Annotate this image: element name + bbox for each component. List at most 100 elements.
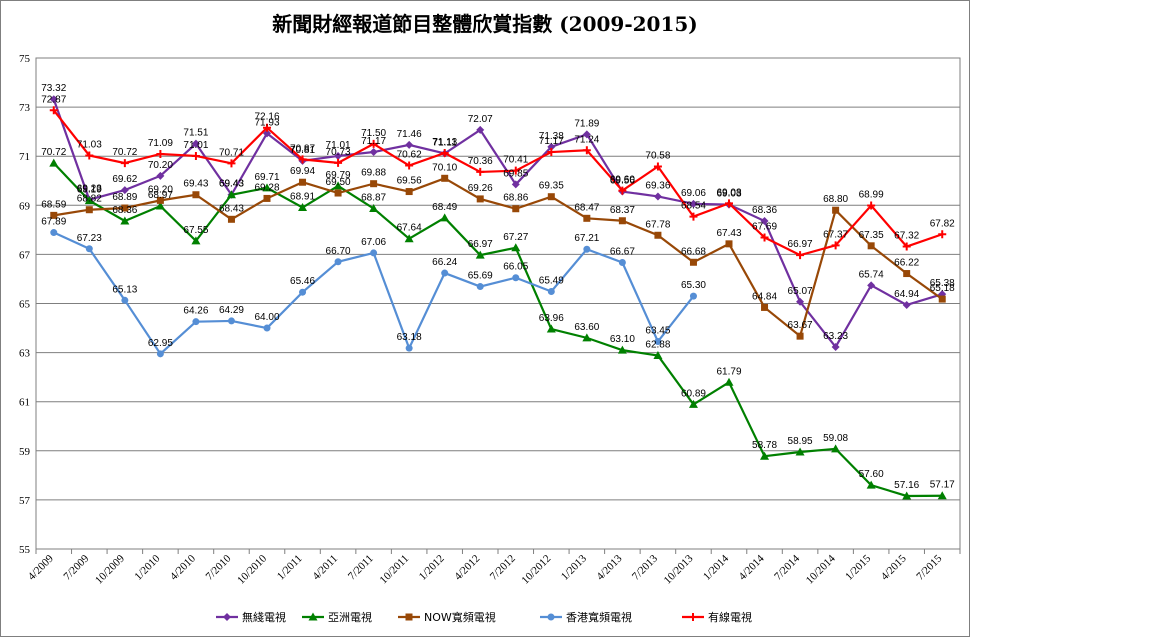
data-label: 70.20 bbox=[148, 160, 173, 171]
marker-circle bbox=[263, 324, 271, 332]
x-tick-label: 10/2014 bbox=[804, 552, 838, 586]
data-label: 69.56 bbox=[397, 176, 422, 187]
marker-circle bbox=[618, 259, 626, 267]
marker-diamond bbox=[223, 613, 231, 621]
marker-square bbox=[405, 613, 413, 621]
marker-square bbox=[547, 193, 555, 201]
data-label: 63.67 bbox=[788, 320, 813, 331]
data-label: 68.80 bbox=[823, 194, 848, 205]
x-tick-label: 1/2015 bbox=[843, 552, 873, 582]
data-label: 65.30 bbox=[681, 280, 706, 291]
marker-square bbox=[121, 204, 129, 212]
data-label: 69.20 bbox=[148, 184, 173, 195]
data-label: 66.97 bbox=[788, 239, 813, 250]
marker-triangle bbox=[653, 351, 663, 360]
x-tick-label: 10/2010 bbox=[235, 552, 269, 586]
data-label: 70.10 bbox=[432, 162, 457, 173]
data-label: 68.59 bbox=[41, 199, 66, 210]
x-tick-label: 1/2014 bbox=[701, 552, 731, 582]
data-label: 57.16 bbox=[894, 480, 919, 491]
marker-cross bbox=[263, 123, 271, 132]
data-label: 65.18 bbox=[930, 283, 955, 294]
data-label: 67.37 bbox=[823, 229, 848, 240]
marker-diamond bbox=[902, 300, 911, 309]
data-label: 58.95 bbox=[788, 436, 813, 447]
marker-triangle bbox=[760, 451, 770, 460]
series-line bbox=[52, 162, 943, 498]
data-label: 68.82 bbox=[77, 194, 102, 205]
marker-triangle bbox=[795, 447, 805, 456]
y-tick-label: 71 bbox=[19, 151, 30, 163]
marker-diamond bbox=[760, 217, 769, 226]
data-label: 72.87 bbox=[41, 94, 66, 105]
data-label: 71.93 bbox=[254, 117, 279, 128]
marker-circle bbox=[583, 245, 591, 253]
data-label: 67.64 bbox=[397, 223, 422, 234]
data-label: 65.13 bbox=[112, 284, 137, 295]
data-label: 68.36 bbox=[752, 205, 777, 216]
marker-square bbox=[50, 211, 58, 219]
marker-cross bbox=[156, 149, 165, 158]
data-label: 70.58 bbox=[645, 151, 670, 162]
marker-circle bbox=[334, 258, 342, 266]
data-label: 68.43 bbox=[219, 203, 244, 214]
data-label: 67.35 bbox=[859, 230, 884, 241]
data-label: 64.84 bbox=[752, 291, 777, 302]
marker-cross bbox=[618, 186, 627, 195]
x-tick-label: 7/2014 bbox=[772, 552, 802, 582]
marker-diamond bbox=[263, 129, 271, 138]
marker-cross bbox=[85, 151, 94, 160]
marker-cross bbox=[191, 151, 200, 160]
marker-cross bbox=[440, 149, 449, 158]
marker-cross bbox=[689, 212, 698, 221]
x-tick-label: 1/2012 bbox=[417, 553, 447, 583]
data-label: 65.69 bbox=[468, 271, 493, 282]
data-label: 69.94 bbox=[290, 166, 315, 177]
data-label: 67.55 bbox=[183, 225, 208, 236]
marker-triangle bbox=[440, 213, 450, 222]
marker-square bbox=[512, 205, 520, 213]
x-tick-label: 4/2010 bbox=[168, 552, 198, 582]
marker-triangle bbox=[902, 491, 912, 500]
data-label: 61.79 bbox=[716, 366, 741, 377]
data-label: 65.07 bbox=[788, 286, 813, 297]
data-label: 71.46 bbox=[397, 129, 422, 140]
x-tick-label: 1/2011 bbox=[275, 553, 305, 583]
data-label: 69.79 bbox=[326, 170, 351, 181]
data-label: 67.27 bbox=[503, 232, 528, 243]
data-label: 71.50 bbox=[361, 128, 386, 139]
data-label: 70.41 bbox=[503, 155, 528, 166]
x-tick-label: 7/2009 bbox=[61, 552, 91, 582]
data-label: 69.43 bbox=[183, 179, 208, 190]
data-label: 66.05 bbox=[503, 262, 528, 273]
y-tick-label: 55 bbox=[19, 544, 31, 556]
data-label: 69.19 bbox=[77, 185, 102, 196]
data-label: 71.01 bbox=[183, 140, 208, 151]
data-label: 69.03 bbox=[716, 189, 741, 200]
data-label: 68.47 bbox=[574, 202, 599, 213]
marker-square bbox=[156, 196, 164, 204]
data-label: 68.54 bbox=[681, 201, 706, 212]
data-label: 67.06 bbox=[361, 237, 386, 248]
marker-diamond bbox=[867, 281, 876, 290]
marker-cross bbox=[120, 159, 129, 168]
marker-triangle bbox=[155, 201, 165, 210]
marker-triangle bbox=[404, 234, 414, 243]
marker-circle bbox=[85, 245, 93, 253]
data-label: 70.62 bbox=[397, 150, 422, 161]
data-label: 71.24 bbox=[574, 134, 599, 145]
x-tick-label: 4/2015 bbox=[879, 552, 909, 582]
legend-label: 亞洲電視 bbox=[328, 610, 372, 624]
legend-label: NOW寬頻電視 bbox=[424, 610, 496, 624]
marker-triangle bbox=[831, 444, 841, 453]
marker-triangle bbox=[333, 181, 343, 190]
marker-circle bbox=[405, 344, 413, 352]
y-tick-label: 61 bbox=[19, 397, 30, 409]
y-tick-label: 65 bbox=[19, 299, 31, 311]
x-tick-label: 10/2012 bbox=[519, 553, 553, 587]
x-tick-label: 4/2011 bbox=[310, 553, 340, 583]
marker-square bbox=[832, 206, 840, 214]
data-label: 72.07 bbox=[468, 114, 493, 125]
data-label: 63.60 bbox=[574, 322, 599, 333]
marker-triangle bbox=[582, 333, 592, 342]
